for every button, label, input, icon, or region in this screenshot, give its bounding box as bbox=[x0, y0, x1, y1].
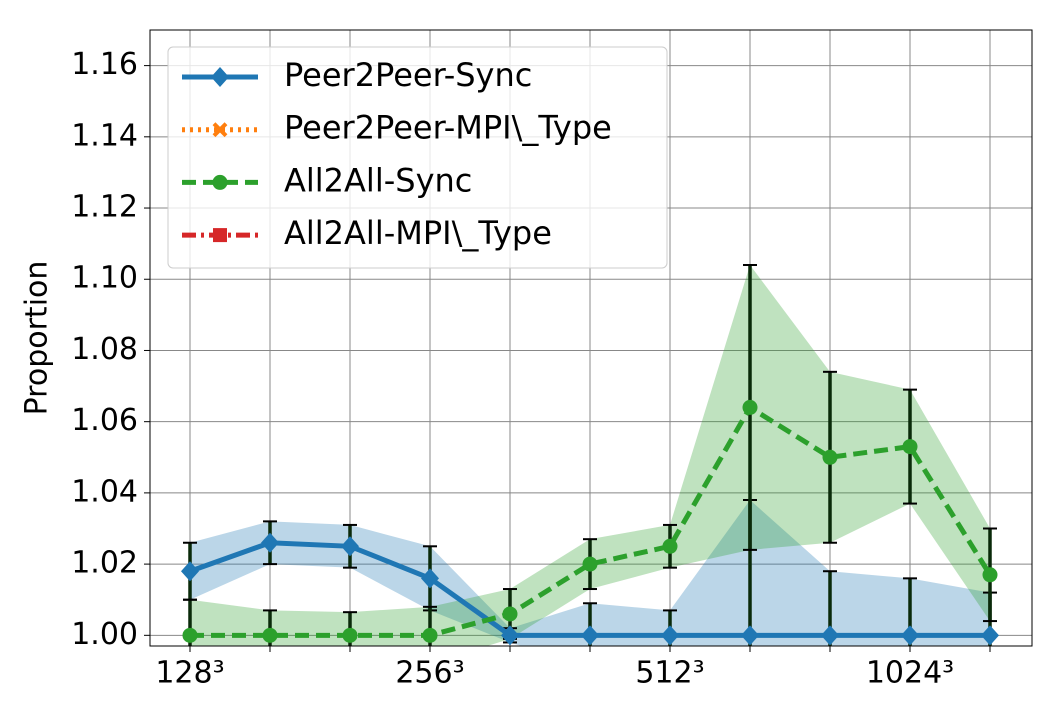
error-band bbox=[190, 500, 990, 646]
marker bbox=[421, 568, 439, 589]
legend-box bbox=[167, 46, 668, 269]
marker bbox=[902, 439, 918, 455]
marker bbox=[213, 228, 227, 243]
marker bbox=[181, 561, 199, 582]
y-tick-label: 1.04 bbox=[71, 474, 138, 509]
plot-frame bbox=[149, 29, 1033, 647]
legend-label: All2All-MPI\_Type bbox=[284, 214, 552, 252]
marker bbox=[982, 567, 998, 583]
marker bbox=[742, 399, 758, 415]
legend-label: Peer2Peer-Sync bbox=[284, 56, 532, 94]
marker bbox=[901, 625, 919, 646]
y-tick-label: 1.14 bbox=[71, 118, 138, 153]
y-tick-label: 1.10 bbox=[71, 261, 138, 296]
marker bbox=[341, 536, 359, 557]
marker bbox=[822, 449, 838, 465]
x-tick-label: 1024³ bbox=[866, 656, 954, 691]
y-tick-label: 1.06 bbox=[71, 403, 138, 438]
error-band bbox=[190, 265, 990, 646]
legend-label: All2All-Sync bbox=[284, 161, 472, 199]
x-tick-label: 256³ bbox=[395, 656, 464, 691]
marker bbox=[981, 625, 999, 646]
y-tick-label: 1.00 bbox=[71, 617, 138, 652]
marker bbox=[821, 625, 839, 646]
y-tick-label: 1.16 bbox=[71, 47, 138, 82]
marker bbox=[662, 538, 678, 554]
marker bbox=[741, 625, 759, 646]
legend: Peer2Peer-Sync Peer2Peer-MPI\_Type All2All… bbox=[167, 46, 668, 269]
marker bbox=[581, 625, 599, 646]
y-tick-label: 1.12 bbox=[71, 190, 138, 225]
plot-area bbox=[181, 264, 999, 646]
marker bbox=[342, 627, 358, 643]
series-line bbox=[190, 403, 993, 638]
marker bbox=[582, 556, 598, 572]
marker bbox=[262, 627, 278, 643]
marker bbox=[502, 606, 518, 622]
x-tick-label: 128³ bbox=[155, 656, 224, 691]
y-axis-label: Proportion bbox=[20, 261, 55, 416]
y-tick-label: 1.02 bbox=[71, 546, 138, 581]
marker bbox=[212, 174, 228, 190]
marker bbox=[211, 67, 229, 87]
marker bbox=[501, 625, 519, 646]
marker bbox=[261, 532, 279, 553]
marker bbox=[212, 122, 228, 138]
marker bbox=[661, 625, 679, 646]
legend-label: Peer2Peer-MPI\_Type bbox=[284, 109, 612, 147]
marker bbox=[182, 627, 198, 643]
x-tick-label: 512³ bbox=[635, 656, 704, 691]
y-tick-label: 1.08 bbox=[71, 332, 138, 367]
marker bbox=[422, 627, 438, 643]
